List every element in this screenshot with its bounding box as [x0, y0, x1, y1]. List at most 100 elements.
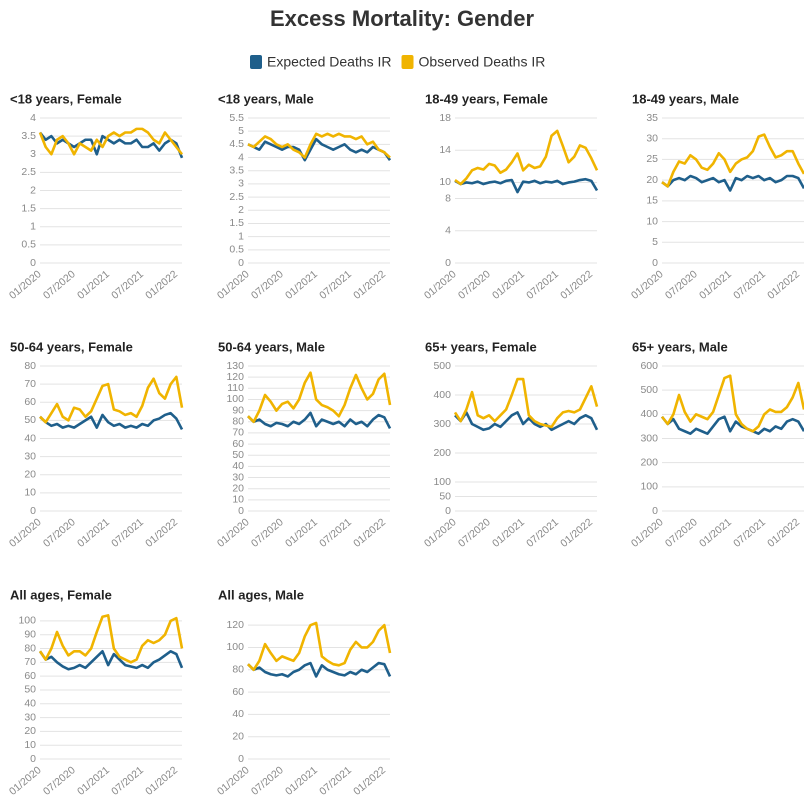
- x-tick-label: 01/2022: [351, 268, 388, 302]
- y-tick-label: 40: [232, 708, 244, 720]
- series-line: [660, 374, 804, 433]
- y-tick-label: 60: [232, 438, 244, 450]
- y-tick-label: 2: [30, 184, 36, 196]
- y-tick-label: 2.5: [21, 166, 36, 178]
- legend-label: Observed Deaths IR: [419, 54, 546, 70]
- x-tick-label: 01/2021: [75, 764, 112, 798]
- y-tick-label: 60: [232, 686, 244, 698]
- x-tick-label: 01/2022: [558, 516, 595, 550]
- y-tick-label: 3: [238, 178, 244, 190]
- y-tick-label: 0.5: [21, 239, 36, 251]
- y-tick-label: 5.5: [229, 112, 244, 124]
- x-tick-label: 01/2022: [351, 764, 388, 798]
- y-tick-label: 1.5: [21, 202, 36, 214]
- x-tick-label: 07/2021: [731, 516, 768, 550]
- y-tick-label: 30: [646, 132, 658, 144]
- x-tick-label: 01/2020: [7, 268, 44, 302]
- x-tick-label: 07/2020: [663, 516, 700, 550]
- x-tick-label: 07/2021: [317, 764, 354, 798]
- y-tick-label: 10: [24, 739, 36, 751]
- y-tick-label: 120: [226, 371, 244, 383]
- y-tick-label: 50: [232, 449, 244, 461]
- x-tick-label: 01/2022: [558, 268, 595, 302]
- x-tick-label: 01/2021: [283, 268, 320, 302]
- y-tick-label: 10: [646, 215, 658, 227]
- panel-title: 18-49 years, Male: [632, 91, 739, 106]
- y-tick-label: 0: [30, 505, 36, 517]
- y-tick-label: 1.5: [229, 217, 244, 229]
- y-tick-label: 0: [445, 505, 451, 517]
- x-tick-label: 07/2021: [317, 516, 354, 550]
- y-tick-label: 30: [24, 711, 36, 723]
- x-tick-label: 07/2020: [41, 764, 78, 798]
- y-tick-label: 4: [238, 151, 244, 163]
- x-tick-label: 01/2021: [75, 268, 112, 302]
- x-tick-label: 01/2022: [143, 516, 180, 550]
- x-tick-label: 01/2021: [490, 268, 527, 302]
- x-tick-label: 01/2021: [283, 764, 320, 798]
- y-tick-label: 3.5: [229, 165, 244, 177]
- y-tick-label: 0: [652, 505, 658, 517]
- x-tick-label: 07/2021: [109, 516, 146, 550]
- series-line: [454, 411, 599, 432]
- y-tick-label: 0: [238, 505, 244, 517]
- series-line: [39, 375, 184, 424]
- y-tick-label: 100: [433, 476, 451, 488]
- chart-title: Excess Mortality: Gender: [270, 6, 535, 31]
- y-tick-label: 1: [238, 230, 244, 242]
- y-tick-label: 200: [640, 456, 658, 468]
- series-line: [38, 131, 184, 159]
- y-tick-label: 80: [24, 360, 36, 372]
- x-tick-label: 07/2020: [41, 516, 78, 550]
- x-tick-label: 01/2021: [283, 516, 320, 550]
- panel-title: 18-49 years, Female: [425, 91, 548, 106]
- y-tick-label: 80: [232, 416, 244, 428]
- y-tick-label: 400: [640, 408, 658, 420]
- y-tick-label: 400: [433, 389, 451, 401]
- y-tick-label: 500: [433, 360, 451, 372]
- panel-title: <18 years, Male: [218, 91, 314, 106]
- y-tick-label: 0: [652, 257, 658, 269]
- x-tick-label: 07/2021: [109, 764, 146, 798]
- y-tick-label: 18: [439, 112, 451, 124]
- x-tick-label: 01/2020: [629, 516, 666, 550]
- x-tick-label: 01/2021: [697, 516, 734, 550]
- y-tick-label: 5: [238, 125, 244, 137]
- panel-title: 50-64 years, Male: [218, 339, 325, 354]
- x-tick-label: 01/2022: [143, 268, 180, 302]
- x-tick-label: 01/2020: [7, 764, 44, 798]
- y-tick-label: 40: [24, 432, 36, 444]
- x-tick-label: 07/2021: [524, 268, 561, 302]
- series-line: [247, 371, 392, 424]
- y-tick-label: 40: [24, 698, 36, 710]
- x-tick-label: 01/2020: [215, 268, 252, 302]
- series-line: [247, 661, 392, 678]
- panel-title: All ages, Female: [10, 587, 112, 602]
- x-tick-label: 01/2022: [765, 268, 802, 302]
- y-tick-label: 0: [445, 257, 451, 269]
- y-tick-label: 200: [433, 447, 451, 459]
- series-line: [660, 415, 804, 435]
- y-tick-label: 50: [439, 490, 451, 502]
- x-tick-label: 01/2022: [765, 516, 802, 550]
- series-line: [454, 129, 599, 186]
- y-tick-label: 2: [238, 204, 244, 216]
- x-tick-label: 01/2020: [215, 516, 252, 550]
- y-tick-label: 2.5: [229, 191, 244, 203]
- y-tick-label: 4.5: [229, 138, 244, 150]
- x-tick-label: 07/2020: [249, 516, 286, 550]
- x-tick-label: 07/2020: [663, 268, 700, 302]
- legend-swatch: [250, 55, 262, 69]
- y-tick-label: 0: [238, 257, 244, 269]
- y-tick-label: 70: [24, 378, 36, 390]
- x-tick-label: 07/2020: [456, 516, 493, 550]
- y-tick-label: 130: [226, 360, 244, 372]
- y-tick-label: 100: [18, 615, 36, 627]
- x-tick-label: 01/2021: [75, 516, 112, 550]
- y-tick-label: 300: [433, 418, 451, 430]
- y-tick-label: 0: [238, 753, 244, 765]
- y-tick-label: 40: [232, 460, 244, 472]
- y-tick-label: 4: [445, 225, 451, 237]
- series-line: [454, 177, 599, 194]
